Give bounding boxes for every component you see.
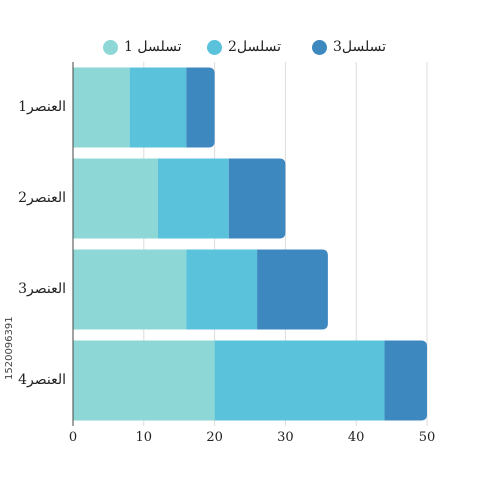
bar-1-series-3 xyxy=(186,67,215,148)
legend-label-1: تسلسل 1 xyxy=(124,39,182,55)
legend-swatch-2 xyxy=(207,39,222,55)
bar-3-series-1 xyxy=(73,249,187,330)
legend-label-3: تسلسل3 xyxy=(333,39,387,55)
bars xyxy=(73,67,427,421)
x-tick-50: 50 xyxy=(418,430,436,445)
bar-2-series-2 xyxy=(157,158,229,239)
legend-item-2: تسلسل2 xyxy=(207,36,281,58)
legend-label-2: تسلسل2 xyxy=(228,39,282,55)
bar-3-series-3 xyxy=(257,249,328,330)
y-label-3: العنصر3 xyxy=(18,280,66,297)
legend-swatch-3 xyxy=(312,39,327,55)
bar-2-series-1 xyxy=(73,158,158,239)
y-label-2: العنصر2 xyxy=(18,189,66,206)
y-label-4: العنصر4 xyxy=(18,371,66,388)
legend-item-1: تسلسل 1 xyxy=(103,36,181,58)
x-tick-30: 30 xyxy=(277,430,294,445)
bar-1-series-1 xyxy=(73,67,130,148)
bar-3-series-2 xyxy=(186,249,258,330)
x-tick-10: 10 xyxy=(135,430,153,445)
y-label-1: العنصر1 xyxy=(18,98,66,115)
x-tick-0: 0 xyxy=(68,430,78,445)
legend-item-3: تسلسل3 xyxy=(312,36,386,58)
x-tick-40: 40 xyxy=(347,430,365,445)
bar-4-series-3 xyxy=(384,340,427,421)
bar-4-series-2 xyxy=(214,340,385,421)
legend: تسلسل 1 تسلسل2 تسلسل3 xyxy=(0,36,500,58)
legend-swatch-1 xyxy=(103,39,118,55)
bar-4-series-1 xyxy=(73,340,215,421)
bar-2-series-3 xyxy=(228,158,286,239)
watermark-id: 1520096391 xyxy=(4,316,15,380)
x-tick-20: 20 xyxy=(206,430,223,445)
bar-1-series-2 xyxy=(129,67,187,148)
